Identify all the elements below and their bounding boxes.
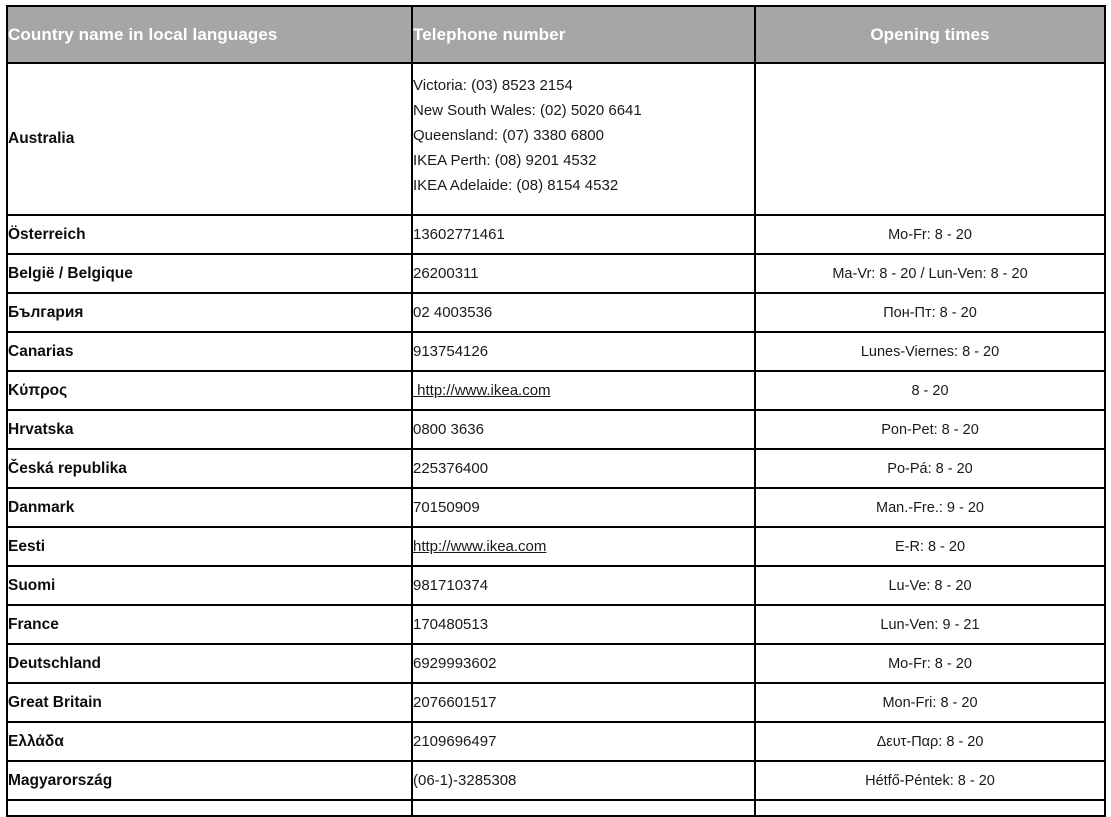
phone-number-list: Victoria: (03) 8523 2154 New South Wales:… [413,73,754,198]
table-row: Canarias 913754126 Lunes-Viernes: 8 - 20 [6,331,1106,372]
cell-telephone-number [411,799,756,817]
cell-country-name: България [6,292,413,333]
phone-number-line: IKEA Perth: (08) 9201 4532 [413,152,597,169]
table-row: Österreich 13602771461 Mo-Fr: 8 - 20 [6,214,1106,255]
country-contact-table: Country name in local languages Telephon… [6,5,1106,817]
cell-country-name: Österreich [6,214,413,255]
cell-country-name: Ελλάδα [6,721,413,762]
table-row: Κύπρος http://www.ikea.com 8 - 20 [6,370,1106,411]
cell-telephone-number: 13602771461 [411,214,756,255]
website-link[interactable]: http://www.ikea.com [413,382,551,399]
cell-telephone-number: 225376400 [411,448,756,489]
phone-number-line: Victoria: (03) 8523 2154 [413,77,573,94]
cell-country-name: Κύπρος [6,370,413,411]
table-row: Magyarország (06-1)-3285308 Hétfő-Péntek: … [6,760,1106,801]
table-row: Ελλάδα 2109696497 Δευτ-Παρ: 8 - 20 [6,721,1106,762]
cell-opening-times: Lunes-Viernes: 8 - 20 [754,331,1106,372]
cell-opening-times: Mo-Fr: 8 - 20 [754,643,1106,684]
cell-country-name: België / Belgique [6,253,413,294]
column-header-opening-times: Opening times [754,5,1106,64]
cell-opening-times: Po-Pá: 8 - 20 [754,448,1106,489]
cell-country-name: Eesti [6,526,413,567]
cell-opening-times: Пон-Пт: 8 - 20 [754,292,1106,333]
table-row: Suomi 981710374 Lu-Ve: 8 - 20 [6,565,1106,606]
cell-opening-times: Ma-Vr: 8 - 20 / Lun-Ven: 8 - 20 [754,253,1106,294]
table-row: България 02 4003536 Пон-Пт: 8 - 20 [6,292,1106,333]
cell-telephone-number: http://www.ikea.com [411,370,756,411]
cell-country-name: Canarias [6,331,413,372]
page-container: Country name in local languages Telephon… [6,5,1106,817]
table-row: Australia Victoria: (03) 8523 2154 New Sou… [6,62,1106,216]
cell-country-name: Deutschland [6,643,413,684]
phone-number-line: New South Wales: (02) 5020 6641 [413,102,642,119]
table-body: Australia Victoria: (03) 8523 2154 New Sou… [6,62,1106,817]
cell-opening-times: Lu-Ve: 8 - 20 [754,565,1106,606]
phone-number-line: Queensland: (07) 3380 6800 [413,127,604,144]
table-row: Danmark 70150909 Man.-Fre.: 9 - 20 [6,487,1106,528]
cell-telephone-number: 26200311 [411,253,756,294]
cell-opening-times: Mo-Fr: 8 - 20 [754,214,1106,255]
cell-telephone-number: 6929993602 [411,643,756,684]
column-header-telephone: Telephone number [411,5,756,64]
cell-telephone-number: (06-1)-3285308 [411,760,756,801]
table-row: Eesti http://www.ikea.com E-R: 8 - 20 [6,526,1106,567]
table-row: France 170480513 Lun-Ven: 9 - 21 [6,604,1106,645]
cell-country-name: Great Britain [6,682,413,723]
cell-telephone-number: 2109696497 [411,721,756,762]
cell-opening-times: Man.-Fre.: 9 - 20 [754,487,1106,528]
table-row: Great Britain 2076601517 Mon-Fri: 8 - 20 [6,682,1106,723]
cell-telephone-number: 02 4003536 [411,292,756,333]
cell-country-name: Australia [6,62,413,216]
cell-opening-times [754,799,1106,817]
cell-country-name: Hrvatska [6,409,413,450]
cell-telephone-number: 0800 3636 [411,409,756,450]
table-row: België / Belgique 26200311 Ma-Vr: 8 - 20 /… [6,253,1106,294]
cell-opening-times: Δευτ-Παρ: 8 - 20 [754,721,1106,762]
cell-opening-times: 8 - 20 [754,370,1106,411]
cell-opening-times [754,62,1106,216]
cell-country-name: Suomi [6,565,413,606]
table-header-row: Country name in local languages Telephon… [6,5,1106,64]
cell-telephone-number: http://www.ikea.com [411,526,756,567]
cell-opening-times: Hétfő-Péntek: 8 - 20 [754,760,1106,801]
cell-country-name: Danmark [6,487,413,528]
cell-telephone-number: 981710374 [411,565,756,606]
cell-telephone-number: 913754126 [411,331,756,372]
column-header-country: Country name in local languages [6,5,413,64]
cell-telephone-number: Victoria: (03) 8523 2154 New South Wales:… [411,62,756,216]
cell-country-name: France [6,604,413,645]
cell-opening-times: Mon-Fri: 8 - 20 [754,682,1106,723]
cell-telephone-number: 70150909 [411,487,756,528]
cell-country-name: Česká republika [6,448,413,489]
website-link[interactable]: http://www.ikea.com [413,538,547,555]
phone-number-line: IKEA Adelaide: (08) 8154 4532 [413,177,619,194]
table-row: Hrvatska 0800 3636 Pon-Pet: 8 - 20 [6,409,1106,450]
cell-opening-times: Lun-Ven: 9 - 21 [754,604,1106,645]
cell-country-name [6,799,413,817]
cell-opening-times: E-R: 8 - 20 [754,526,1106,567]
table-row [6,799,1106,817]
cell-telephone-number: 2076601517 [411,682,756,723]
cell-telephone-number: 170480513 [411,604,756,645]
table-header: Country name in local languages Telephon… [6,5,1106,64]
table-row: Deutschland 6929993602 Mo-Fr: 8 - 20 [6,643,1106,684]
cell-country-name: Magyarország [6,760,413,801]
table-row: Česká republika 225376400 Po-Pá: 8 - 20 [6,448,1106,489]
cell-opening-times: Pon-Pet: 8 - 20 [754,409,1106,450]
